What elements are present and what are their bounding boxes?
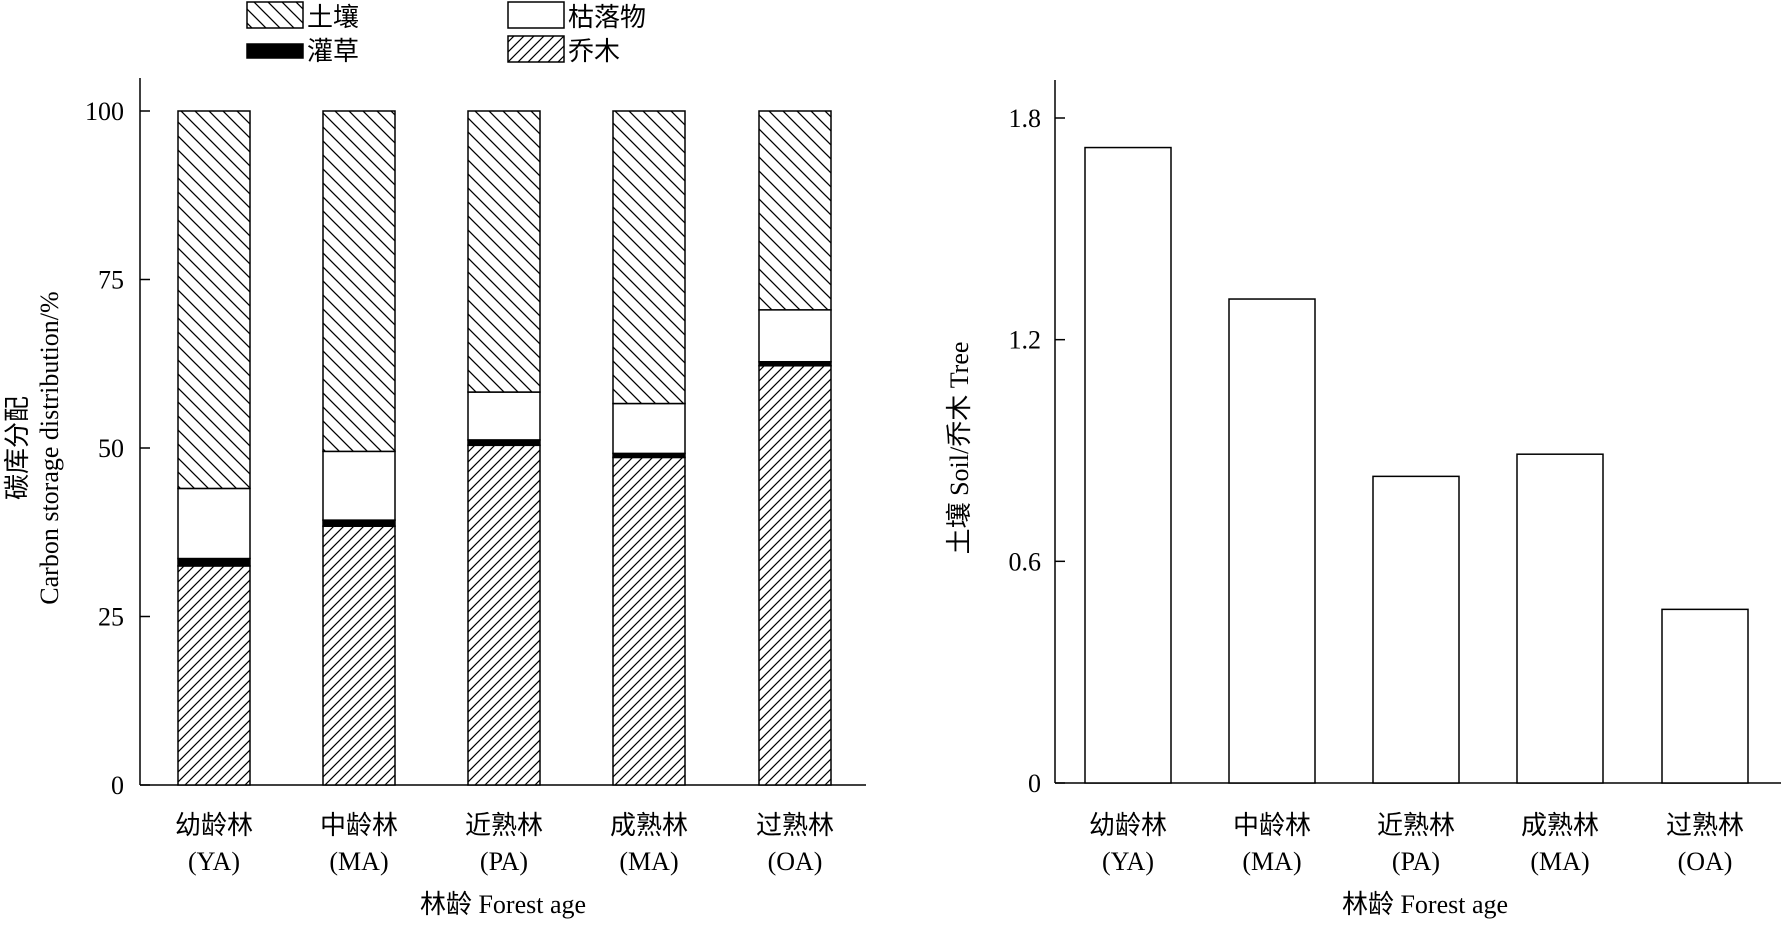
legend-swatch: [508, 2, 564, 28]
left-x-tick-label: 过熟林: [756, 811, 834, 840]
right-bar: [1085, 148, 1171, 783]
left-bar-segment: [178, 559, 250, 566]
legend-label: 乔木: [568, 37, 620, 66]
right-y-tick-label: 0.6: [1009, 547, 1042, 576]
left-bar-segment: [323, 111, 395, 451]
left-x-tick-label: 近熟林: [465, 811, 543, 840]
left-bar-segment: [323, 451, 395, 520]
right-x-tick-label: 过熟林: [1666, 811, 1744, 840]
right-x-tick-label-sub: (YA): [1102, 847, 1154, 876]
ratio-bar-chart: 0 0.6 1.2 1.8 幼龄林 (YA) 中龄林 (MA) 近熟林 (PA) 成熟林 (MA) 过熟…: [945, 80, 1781, 919]
left-bar-segment: [613, 404, 685, 454]
left-y-tick-label: 0: [111, 771, 124, 800]
legend-swatch: [247, 44, 303, 58]
right-y-axis-title: 土壤 Soil/乔木 Tree: [945, 342, 974, 555]
right-x-axis-title: 林龄 Forest age: [1342, 890, 1508, 919]
left-bar-segment: [178, 566, 250, 785]
right-x-tick-label: 幼龄林: [1089, 811, 1167, 840]
left-x-tick-label-sub: (MA): [619, 847, 678, 876]
right-y-tick-label: 0: [1028, 769, 1041, 798]
right-y-tick-label: 1.2: [1009, 326, 1042, 355]
left-bar-segment: [759, 111, 831, 310]
right-x-tick-label-sub: (MA): [1530, 847, 1589, 876]
right-chart-bars: [1085, 148, 1748, 783]
left-bar-segment: [468, 392, 540, 440]
left-bar-segment: [613, 457, 685, 785]
left-x-tick-label-sub: (PA): [480, 847, 528, 876]
left-bar-segment: [323, 526, 395, 785]
legend-label: 灌草: [307, 37, 359, 66]
right-bar: [1229, 299, 1315, 783]
right-x-tick-label: 近熟林: [1377, 811, 1455, 840]
left-chart-bars: [178, 111, 831, 785]
left-y-tick-label: 50: [98, 434, 124, 463]
left-x-tick-label-sub: (OA): [768, 847, 823, 876]
left-y-tick-label: 100: [85, 97, 124, 126]
left-bar-segment: [178, 111, 250, 488]
legend-label: 土壤: [307, 3, 359, 32]
right-bar: [1517, 454, 1603, 783]
legend-label: 枯落物: [568, 3, 646, 32]
left-bar-segment: [468, 111, 540, 392]
left-bar-segment: [178, 488, 250, 558]
left-bar-segment: [468, 445, 540, 785]
legend-swatch: [247, 2, 303, 28]
left-y-axis-title-cn: 碳库分配: [3, 396, 32, 500]
left-bar-segment: [468, 440, 540, 445]
left-y-tick-label: 25: [98, 603, 124, 632]
left-x-tick-label: 幼龄林: [175, 811, 253, 840]
left-y-axis-title-en: Carbon storage distribution/%: [35, 291, 64, 604]
left-bar-segment: [323, 520, 395, 526]
right-y-tick-label: 1.8: [1009, 104, 1042, 133]
left-bar-segment: [613, 111, 685, 404]
left-x-tick-label: 中龄林: [320, 811, 398, 840]
left-x-tick-label-sub: (MA): [329, 847, 388, 876]
right-x-tick-label-sub: (MA): [1242, 847, 1301, 876]
right-x-tick-label-sub: (PA): [1392, 847, 1440, 876]
right-x-tick-label: 中龄林: [1233, 811, 1311, 840]
left-bar-segment: [759, 366, 831, 785]
right-x-tick-label-sub: (OA): [1678, 847, 1733, 876]
legend-swatch: [508, 36, 564, 62]
right-x-tick-label: 成熟林: [1521, 811, 1599, 840]
left-bar-segment: [759, 310, 831, 362]
right-bar: [1373, 476, 1459, 783]
left-y-tick-label: 75: [98, 266, 124, 295]
left-x-axis-title: 林龄 Forest age: [420, 890, 586, 919]
left-x-tick-label-sub: (YA): [188, 847, 240, 876]
left-x-tick-label: 成熟林: [610, 811, 688, 840]
right-bar: [1662, 609, 1748, 783]
